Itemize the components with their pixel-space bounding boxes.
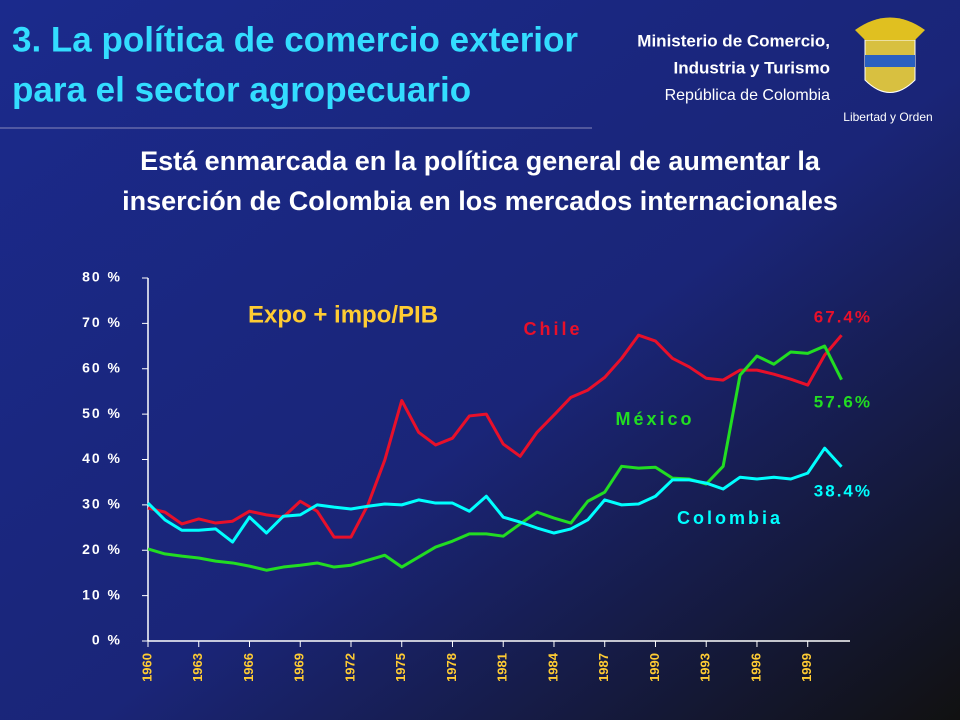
y-tick-label: 50 %: [82, 405, 122, 421]
y-tick-label: 0 %: [92, 632, 122, 648]
x-tick-label: 1960: [139, 653, 154, 682]
series-label: Colombia: [677, 508, 783, 528]
y-tick-label: 80 %: [82, 269, 122, 285]
y-tick-label: 20 %: [82, 541, 122, 557]
end-label: 57.6%: [814, 392, 872, 411]
series-line: [147, 333, 843, 539]
motto: Libertad y Orden: [843, 110, 932, 124]
y-tick-label: 10 %: [82, 586, 122, 602]
subtitle: Está enmarcada en la política general de…: [140, 146, 821, 176]
series-label: México: [615, 409, 694, 429]
x-tick-label: 1963: [190, 653, 205, 682]
x-tick-label: 1990: [647, 653, 662, 682]
x-tick-label: 1978: [444, 653, 459, 682]
x-tick-label: 1975: [393, 653, 408, 682]
ministry: Ministerio de Comercio,: [637, 31, 830, 50]
title: para el sector agropecuario: [12, 70, 471, 109]
x-tick-label: 1996: [748, 653, 763, 682]
end-label: 38.4%: [814, 481, 872, 500]
x-tick-label: 1969: [292, 653, 307, 682]
y-tick-label: 70 %: [82, 314, 122, 330]
x-tick-label: 1993: [698, 653, 713, 682]
series-line: [146, 446, 843, 544]
ministry: Industria y Turismo: [674, 58, 831, 77]
x-tick-label: 1966: [241, 653, 256, 682]
subtitle: inserción de Colombia en los mercados in…: [122, 186, 838, 216]
y-tick-label: 30 %: [82, 496, 122, 512]
x-tick-label: 1981: [495, 653, 510, 682]
x-tick-label: 1984: [545, 652, 560, 682]
ministry: República de Colombia: [665, 87, 831, 104]
y-tick-label: 40 %: [82, 450, 122, 466]
series-line: [147, 344, 843, 572]
x-tick-label: 1972: [342, 653, 357, 682]
coat-of-arms: [855, 17, 925, 93]
series-label: Chile: [523, 319, 582, 339]
x-tick-label: 1987: [596, 653, 611, 682]
end-label: 67.4%: [814, 307, 872, 326]
y-tick-label: 60 %: [82, 359, 122, 375]
title: 3. La política de comercio exterior: [12, 20, 578, 59]
chart-title: Expo + impo/PIB: [248, 301, 438, 328]
x-tick-label: 1999: [799, 653, 814, 682]
